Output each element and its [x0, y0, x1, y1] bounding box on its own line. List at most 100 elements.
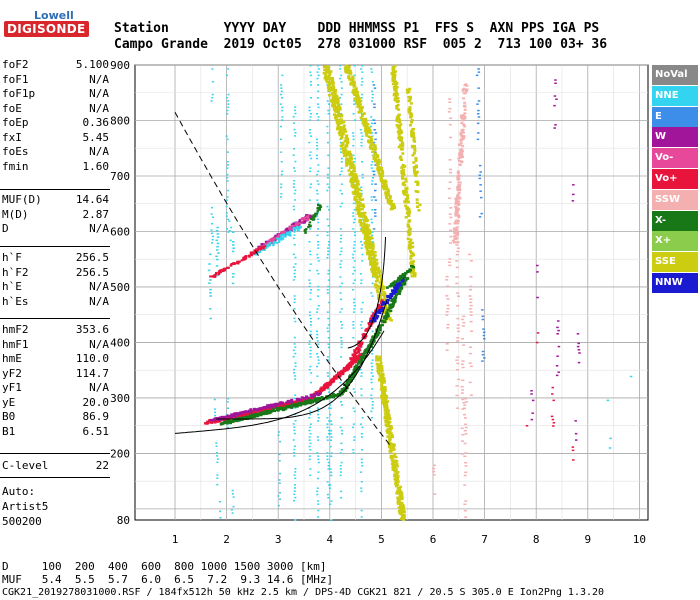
header-values: Campo Grande 2019 Oct05 278 031000 RSF 0…	[114, 37, 608, 52]
param-name: foF1	[2, 72, 29, 86]
dashed-curve	[174, 111, 393, 448]
legend-item: SSW	[652, 189, 698, 210]
y-tick-label: 500	[110, 281, 130, 294]
autoscaling-info: Auto:	[2, 485, 36, 498]
param-name: hmF2	[2, 323, 29, 336]
param-value: N/A	[89, 101, 109, 115]
param-name: hmF1	[2, 337, 29, 351]
param-name: yF1	[2, 381, 22, 394]
legend-item: SSE	[652, 252, 698, 273]
y-tick-label: 200	[110, 447, 130, 460]
y-tick-label: 900	[110, 59, 130, 72]
param-value: 110.0	[75, 352, 109, 365]
y-tick-label: 600	[110, 225, 130, 238]
legend-item: NNW	[652, 273, 698, 293]
x-tick-label: 9	[584, 533, 591, 546]
param-row: fmin 1.60	[2, 160, 109, 174]
param-row: M(D) 2.87	[2, 208, 109, 222]
param-divider	[0, 318, 110, 319]
legend-item: W	[652, 127, 698, 148]
muf-row: MUF 5.4 5.5 5.7 6.0 6.5 7.2 9.3 14.6 [MH…	[2, 573, 334, 586]
x-tick-label: 1	[172, 533, 179, 546]
y-tick-label: 300	[110, 392, 130, 405]
param-row: MUF(D) 14.64	[2, 193, 109, 207]
param-value: N/A	[89, 294, 109, 308]
x-tick-label: 2	[223, 533, 230, 546]
echo-traces	[204, 64, 633, 522]
y-tick-label: 800	[110, 114, 130, 127]
x-tick-label: 8	[533, 533, 540, 546]
param-name: yE	[2, 395, 16, 409]
y-tick-label: 700	[110, 170, 130, 183]
param-value: 22	[95, 459, 109, 472]
param-value: N/A	[89, 280, 109, 293]
legend-item: E	[652, 106, 698, 127]
param-row: h`Es N/A	[2, 295, 109, 309]
y-tick-label: 80	[117, 514, 130, 527]
param-row: h`E N/A	[2, 280, 109, 294]
param-value: N/A	[89, 87, 109, 100]
param-name: h`F2	[2, 265, 29, 279]
param-name: foF1p	[2, 87, 36, 100]
x-tick-label: 4	[326, 533, 333, 546]
param-value: 256.5	[75, 251, 109, 264]
param-value: 256.5	[75, 265, 109, 279]
param-value: 1.60	[82, 159, 110, 173]
x-tick-label: 3	[275, 533, 282, 546]
param-name: C-level	[2, 459, 49, 472]
file-info-footer: CGK21_2019278031000.RSF / 184fx512h 50 k…	[2, 587, 605, 598]
param-value: N/A	[89, 381, 109, 394]
param-row: hmE 110.0	[2, 352, 109, 366]
param-row: D N/A	[2, 222, 109, 236]
virtual-height-curve	[216, 300, 388, 420]
legend-item: X-	[652, 210, 698, 231]
param-name: h`F	[2, 251, 22, 264]
param-value: 86.9	[82, 410, 110, 423]
profile-curve	[347, 236, 387, 349]
autoscaling-info: 500200	[2, 515, 42, 528]
legend-item: NNE	[652, 85, 698, 106]
y-tick-label: 400	[110, 336, 130, 349]
param-name: fmin	[2, 159, 29, 173]
param-row: B0 86.9	[2, 410, 109, 424]
distance-row: D 100 200 400 600 800 1000 1500 3000 [km…	[2, 560, 327, 573]
header-labels: Station YYYY DAY DDD HHMMSS P1 FFS S AXN…	[114, 21, 600, 36]
param-value: 6.51	[82, 424, 110, 438]
param-value: N/A	[89, 222, 109, 235]
param-value: 353.6	[75, 323, 109, 336]
param-row: foF1 N/A	[2, 73, 109, 87]
param-name: fxI	[2, 130, 22, 144]
param-value: 5.45	[82, 130, 110, 144]
param-row: fxI 5.45	[2, 131, 109, 145]
param-name: hmE	[2, 352, 22, 365]
param-name: h`Es	[2, 294, 29, 308]
param-divider	[0, 189, 110, 190]
param-name: foE	[2, 101, 22, 115]
param-row: hmF1 N/A	[2, 338, 109, 352]
param-name: MUF(D)	[2, 193, 42, 206]
param-row: foEp 0.36	[2, 116, 109, 130]
param-row: foF2 5.100	[2, 58, 109, 72]
param-name: yF2	[2, 366, 22, 380]
param-name: B0	[2, 410, 16, 423]
param-divider	[0, 453, 110, 454]
x-tick-label: 5	[378, 533, 385, 546]
param-name: foEp	[2, 116, 29, 129]
param-name: B1	[2, 424, 16, 438]
legend-item: Vo+	[652, 169, 698, 189]
legend-item: NoVal	[652, 65, 698, 85]
legend-item: Vo-	[652, 148, 698, 169]
param-row: foEs N/A	[2, 145, 109, 159]
x-tick-label: 7	[481, 533, 488, 546]
param-divider	[0, 477, 110, 478]
model-curve	[174, 330, 385, 434]
param-row: foF1p N/A	[2, 87, 109, 101]
autoscaling-info: Artist5	[2, 500, 49, 513]
param-value: N/A	[89, 72, 109, 86]
param-row: yF2 114.7	[2, 367, 109, 381]
param-row: C-level 22	[2, 459, 109, 473]
param-value: 2.87	[82, 207, 110, 221]
brand-logo: DIGISONDE	[4, 21, 89, 37]
param-value: 0.36	[82, 116, 110, 129]
